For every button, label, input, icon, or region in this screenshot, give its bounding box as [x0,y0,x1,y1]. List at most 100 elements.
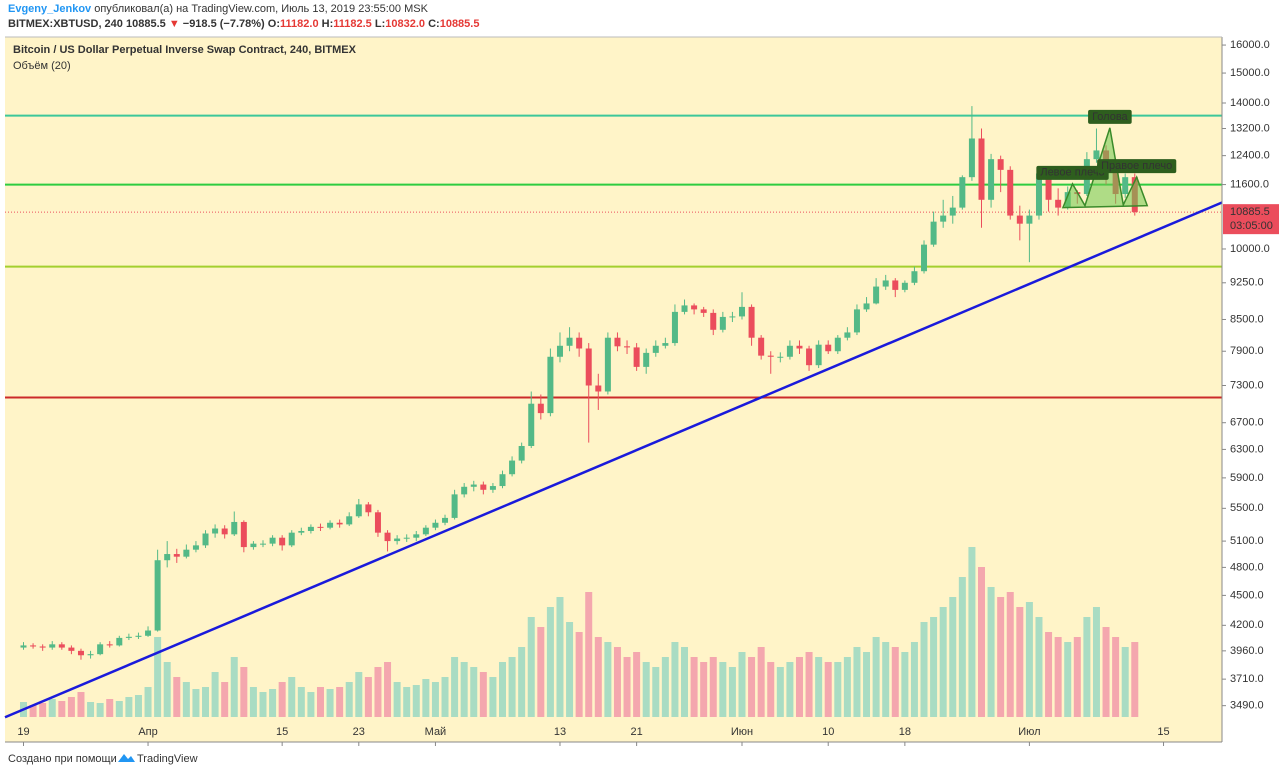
volume-bar [508,657,516,717]
volume-bar [173,677,181,717]
volume-bar [278,682,286,717]
y-tick-label: 4200.0 [1230,619,1264,631]
volume-bar [240,667,248,717]
candle-body [470,484,477,487]
candle-body [106,644,113,646]
volume-bar [230,657,238,717]
author[interactable]: Evgeny_Jenkov [8,3,92,15]
x-tick-label: 19 [17,726,29,738]
y-tick-label: 15000.0 [1230,67,1270,79]
volume-bar [978,567,985,717]
volume-bar [1016,607,1024,717]
candle-body [796,345,803,349]
candle-body [480,484,487,490]
volume-bar [336,687,344,717]
candle-body [930,221,937,245]
candle-body [853,309,860,333]
volume-bar [202,687,210,717]
candle-body [528,403,535,446]
volume-bar [594,637,602,717]
y-tick-label: 4500.0 [1230,589,1264,601]
candle-body [183,549,190,557]
ohlc-value: 10832.0 [385,18,425,30]
candle-body [432,522,439,528]
y-tick-label: 5100.0 [1230,535,1264,547]
published: опубликовал(а) на TradingView.com, Июль … [94,3,428,15]
volume-bar [211,672,219,717]
candle-body [451,494,458,518]
x-tick-label: Май [425,726,447,738]
ohlc-label: O: [268,18,280,30]
candle-body [844,332,851,338]
overlay-layer: Левое плечо Голова Правое плечо [4,109,1223,719]
candle-body [959,177,966,208]
volume-bar [968,547,976,717]
volume-bar [623,657,631,717]
y-tick-label: 3710.0 [1230,673,1264,685]
candle-body [739,306,745,317]
candle-body [767,355,774,357]
volume-bar [700,662,708,717]
candle-body [892,280,899,290]
candle-body [1045,173,1052,200]
candle-body [346,516,353,525]
candle-body [729,316,736,318]
y-tick-label: 5500.0 [1230,502,1264,514]
candle-body [77,650,84,656]
y-tick-label: 14000.0 [1230,97,1270,109]
volume-bar [249,687,257,717]
candle-body [1093,150,1100,160]
volume-bar [499,662,506,717]
candle-body [87,654,94,656]
volume-bar [106,699,114,717]
volume-bar [853,647,861,717]
candle-body [307,526,314,532]
volume-bar [652,667,660,717]
volume-bar [719,662,727,717]
candle-body [279,537,286,546]
ohlc-label: L: [375,18,385,30]
candle-body [442,517,449,523]
volume-bar [757,647,765,717]
axis-layer: 16000.0 15000.0 14000.0 13200.0 12400.0 11600… [17,39,1279,746]
candle-body [576,337,583,349]
y-tick-label: 12400.0 [1230,150,1270,162]
footer-text: Создано при помощи [8,753,117,765]
volume-bar [326,689,334,717]
volume-bar [566,622,574,717]
x-tick-label: Июн [731,726,753,738]
volume-bar [1083,617,1091,717]
volume-bar [115,701,123,717]
candle-body [988,159,995,200]
volume-bar [949,597,957,717]
chart-subtitle: Объём (20) [13,60,71,72]
x-tick-label: 13 [554,726,566,738]
x-tick-label: Июл [1018,726,1040,738]
volume-bar [642,662,650,717]
candle-body [614,337,621,347]
candle-body [1016,215,1023,224]
candle-body [58,644,65,648]
volume-bar [1035,617,1043,717]
y-tick-label: 9250.0 [1230,277,1264,289]
volume-bar [987,587,995,717]
candle-body [940,215,947,222]
volume-bar [288,677,296,717]
volume-bar [805,652,813,717]
volume-bar [67,697,75,717]
volume-bar [997,597,1005,717]
candle-body [145,630,152,636]
x-tick-label: 10 [822,726,834,738]
candle-body [978,138,985,200]
candle-body [135,635,142,637]
volume-bar [58,701,66,717]
volume-bar [690,657,698,717]
candle-body [250,543,257,548]
volume-bar [182,682,190,717]
footer-brand[interactable]: TradingView [137,753,198,765]
arrow: ▼ [169,18,180,30]
candle-body [384,532,391,542]
volume-bar [479,672,487,717]
volume-bar [776,667,784,717]
volume-bar [537,627,545,717]
